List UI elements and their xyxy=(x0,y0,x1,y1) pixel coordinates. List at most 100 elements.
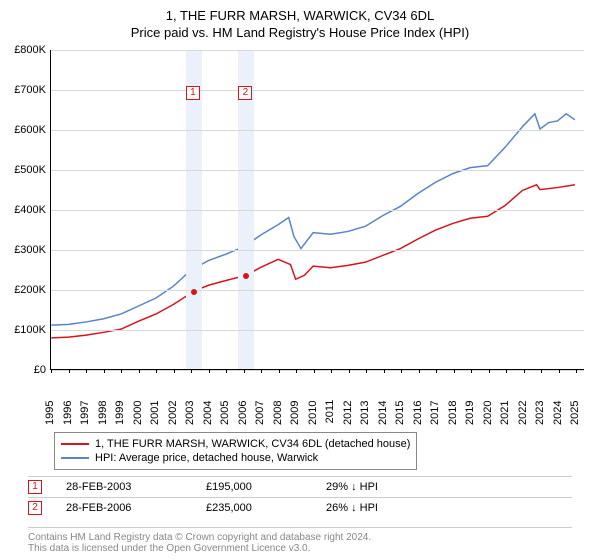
x-axis-label: 1997 xyxy=(79,400,91,424)
table-date: 28-FEB-2006 xyxy=(66,502,206,514)
event-marker-box: 2 xyxy=(238,86,252,100)
table-row-marker: 2 xyxy=(28,501,42,515)
x-axis-label: 2004 xyxy=(202,400,214,424)
x-axis-label: 2006 xyxy=(237,400,249,424)
title-line-2: Price paid vs. HM Land Registry's House … xyxy=(0,25,600,40)
x-tick xyxy=(366,369,367,373)
event-marker-box: 1 xyxy=(186,86,200,100)
y-axis-label: £700K xyxy=(6,84,46,96)
legend-item: 1, THE FURR MARSH, WARWICK, CV34 6DL (de… xyxy=(61,437,410,451)
gridline-h xyxy=(51,90,584,91)
sales-table-row: 1 28-FEB-2003£195,00029% ↓ HPI xyxy=(28,476,572,497)
x-tick xyxy=(226,369,227,373)
x-axis-label: 2018 xyxy=(447,400,459,424)
x-tick xyxy=(454,369,455,373)
legend-label: HPI: Average price, detached house, Warw… xyxy=(95,452,318,464)
x-tick xyxy=(261,369,262,373)
y-axis-label: £400K xyxy=(6,204,46,216)
x-tick xyxy=(51,369,52,373)
x-tick xyxy=(314,369,315,373)
y-axis-label: £200K xyxy=(6,284,46,296)
series-marker xyxy=(191,289,197,295)
gridline-h xyxy=(51,130,584,131)
table-date: 28-FEB-2003 xyxy=(66,481,206,493)
sales-table: 1 28-FEB-2003£195,00029% ↓ HPI 2 28-FEB-200… xyxy=(28,476,572,518)
legend-swatch xyxy=(61,443,89,445)
x-tick xyxy=(419,369,420,373)
y-axis-label: £600K xyxy=(6,124,46,136)
x-axis-label: 2009 xyxy=(289,400,301,424)
x-axis-label: 2001 xyxy=(149,400,161,424)
x-axis-label: 2010 xyxy=(307,400,319,424)
x-tick xyxy=(69,369,70,373)
table-delta: 29% ↓ HPI xyxy=(326,481,378,493)
x-tick xyxy=(576,369,577,373)
y-axis-label: £100K xyxy=(6,324,46,336)
x-tick xyxy=(86,369,87,373)
legend-item: HPI: Average price, detached house, Warw… xyxy=(61,451,410,465)
table-price: £235,000 xyxy=(206,502,326,514)
y-axis-label: £500K xyxy=(6,164,46,176)
gridline-h xyxy=(51,210,584,211)
gridline-h xyxy=(51,290,584,291)
x-tick xyxy=(471,369,472,373)
x-tick xyxy=(174,369,175,373)
x-axis-label: 2025 xyxy=(569,400,581,424)
x-axis-label: 2012 xyxy=(342,400,354,424)
x-tick xyxy=(384,369,385,373)
x-axis-label: 2021 xyxy=(499,400,511,424)
y-axis-label: £300K xyxy=(6,244,46,256)
series-line-property xyxy=(51,185,575,338)
table-delta: 26% ↓ HPI xyxy=(326,502,378,514)
x-axis-label: 2013 xyxy=(359,400,371,424)
footer-line-2: This data is licensed under the Open Gov… xyxy=(28,543,572,554)
x-tick xyxy=(209,369,210,373)
table-price: £195,000 xyxy=(206,481,326,493)
legend-swatch xyxy=(61,457,89,459)
chart-title: 1, THE FURR MARSH, WARWICK, CV34 6DL Pri… xyxy=(0,0,600,44)
x-axis-label: 2020 xyxy=(482,400,494,424)
x-tick xyxy=(331,369,332,373)
x-tick xyxy=(296,369,297,373)
legend: 1, THE FURR MARSH, WARWICK, CV34 6DL (de… xyxy=(54,432,417,470)
x-axis-label: 2003 xyxy=(184,400,196,424)
x-axis-label: 2019 xyxy=(464,400,476,424)
table-row-marker: 1 xyxy=(28,480,42,494)
x-axis-label: 2014 xyxy=(377,400,389,424)
x-axis-label: 1999 xyxy=(114,400,126,424)
series-marker xyxy=(243,273,249,279)
gridline-h xyxy=(51,330,584,331)
x-tick xyxy=(104,369,105,373)
series-line-hpi xyxy=(51,114,575,325)
y-axis-label: £0 xyxy=(6,364,46,376)
x-tick xyxy=(524,369,525,373)
chart-plot-area xyxy=(50,50,584,370)
x-tick xyxy=(139,369,140,373)
x-tick xyxy=(559,369,560,373)
y-axis-label: £800K xyxy=(6,44,46,56)
x-axis-label: 2011 xyxy=(324,400,336,424)
gridline-h xyxy=(51,250,584,251)
x-tick xyxy=(279,369,280,373)
x-tick xyxy=(436,369,437,373)
x-axis-label: 2016 xyxy=(412,400,424,424)
title-line-1: 1, THE FURR MARSH, WARWICK, CV34 6DL xyxy=(0,8,600,23)
gridline-h xyxy=(51,50,584,51)
x-tick xyxy=(541,369,542,373)
x-tick xyxy=(156,369,157,373)
x-axis-label: 2005 xyxy=(219,400,231,424)
x-tick xyxy=(506,369,507,373)
x-axis-label: 2017 xyxy=(429,400,441,424)
x-axis-label: 2015 xyxy=(394,400,406,424)
x-axis-label: 2002 xyxy=(167,400,179,424)
x-tick xyxy=(244,369,245,373)
footer-line-1: Contains HM Land Registry data © Crown c… xyxy=(28,532,572,543)
x-axis-label: 2000 xyxy=(132,400,144,424)
x-axis-label: 2022 xyxy=(517,400,529,424)
x-axis-label: 1998 xyxy=(97,400,109,424)
x-axis-label: 2023 xyxy=(534,400,546,424)
gridline-h xyxy=(51,170,584,171)
x-tick xyxy=(191,369,192,373)
x-axis-label: 2007 xyxy=(254,400,266,424)
legend-label: 1, THE FURR MARSH, WARWICK, CV34 6DL (de… xyxy=(95,438,410,450)
